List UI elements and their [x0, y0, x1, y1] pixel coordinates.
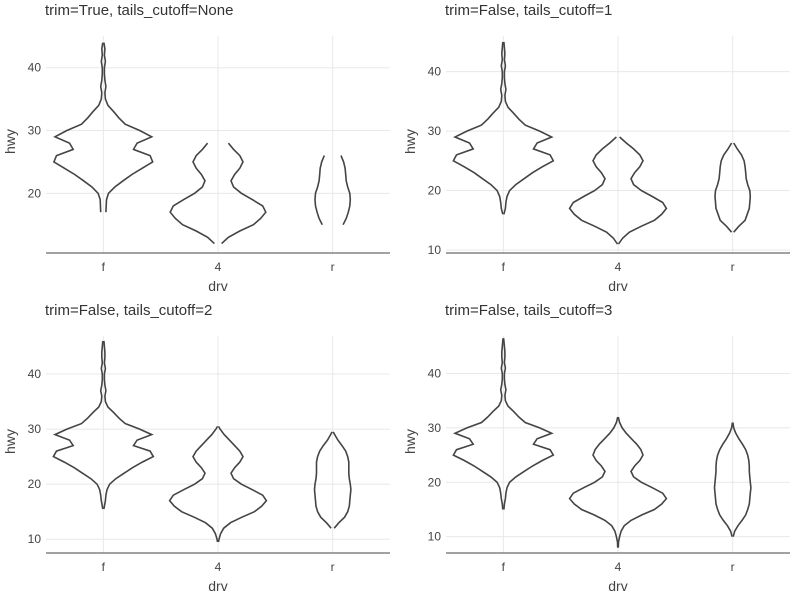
y-axis-label: hwy — [402, 129, 418, 154]
violin-f-left — [452, 338, 504, 510]
violin-4-left — [568, 416, 619, 548]
y-tick-label: 20 — [428, 475, 442, 489]
x-tick-label: r — [731, 560, 735, 574]
y-tick-label: 40 — [28, 61, 42, 75]
y-tick-label: 20 — [28, 186, 42, 200]
violin-r-left — [314, 155, 326, 226]
violin-plot-2: 10 20 30 40 f 4 r drv hwy — [402, 36, 790, 294]
violin-panel-3: trim=False, tails_cutoff=2 10 20 30 40 f 4 r dr… — [0, 300, 400, 600]
x-tick-label: 4 — [615, 560, 622, 574]
panel-title: trim=False, tails_cutoff=1 — [445, 2, 613, 19]
violin-f-right — [103, 340, 155, 510]
panel-title: trim=False, tails_cutoff=3 — [445, 302, 613, 319]
panel-title: trim=False, tails_cutoff=2 — [45, 302, 213, 319]
violin-f-left — [52, 42, 104, 213]
violin-4-right — [221, 142, 267, 245]
violin-plot-1: 20 30 40 f 4 r drv hwy — [2, 36, 390, 294]
violin-r-right — [332, 431, 352, 529]
x-tick-label: r — [731, 260, 735, 274]
y-tick-label: 20 — [428, 184, 442, 198]
violin-4-left — [168, 425, 219, 543]
x-tick-label: f — [102, 560, 106, 574]
x-tick-label: 4 — [215, 260, 222, 274]
violin-f-right — [503, 41, 555, 215]
x-axis-label: drv — [208, 578, 227, 594]
y-tick-label: 30 — [428, 124, 442, 138]
x-axis-label: drv — [608, 578, 627, 594]
x-tick-label: r — [331, 260, 335, 274]
violin-f-right — [103, 42, 154, 213]
violin-r-left — [713, 422, 734, 537]
y-tick-label: 10 — [428, 243, 442, 257]
violin-panel-1: trim=True, tails_cutoff=None 20 30 40 f 4 r dr… — [0, 0, 400, 300]
x-axis-label: drv — [208, 278, 227, 294]
y-tick-label: 10 — [428, 530, 442, 544]
x-tick-label: f — [502, 560, 506, 574]
y-tick-label: 30 — [28, 124, 42, 138]
y-axis-label: hwy — [2, 429, 18, 454]
violin-4-right — [617, 416, 668, 548]
y-tick-label: 40 — [428, 65, 442, 79]
violin-plot-4: 10 20 30 40 f 4 r drv hwy — [402, 336, 790, 594]
violin-4-right — [617, 136, 668, 245]
y-tick-label: 10 — [28, 532, 42, 546]
violin-panel-4: trim=False, tails_cutoff=3 10 20 30 40 f 4 r dr… — [400, 300, 800, 600]
x-tick-label: r — [331, 560, 335, 574]
violin-panel-2: trim=False, tails_cutoff=1 10 20 30 40 f 4 r dr… — [400, 0, 800, 300]
y-tick-label: 40 — [28, 367, 42, 381]
y-axis-label: hwy — [2, 129, 18, 154]
violin-r-left — [714, 142, 733, 233]
panel-title: trim=True, tails_cutoff=None — [45, 2, 234, 19]
x-axis-label: drv — [608, 278, 627, 294]
x-tick-label: 4 — [615, 260, 622, 274]
violin-4-right — [217, 425, 268, 543]
violin-r-right — [732, 422, 752, 537]
violin-4-left — [568, 136, 619, 245]
violin-plot-3: 10 20 30 40 f 4 r drv hwy — [2, 336, 390, 594]
violin-f-left — [452, 41, 504, 215]
y-tick-label: 20 — [28, 477, 42, 491]
y-tick-label: 30 — [428, 421, 442, 435]
violin-f-left — [52, 340, 104, 510]
x-tick-label: 4 — [215, 560, 222, 574]
x-tick-label: f — [102, 260, 106, 274]
violin-4-left — [169, 142, 215, 245]
x-tick-label: f — [502, 260, 506, 274]
y-axis-label: hwy — [402, 429, 418, 454]
violin-r-left — [313, 431, 333, 529]
violin-r-right — [733, 142, 752, 233]
violin-f-right — [502, 338, 555, 510]
violin-r-right — [340, 155, 352, 226]
y-tick-label: 40 — [428, 367, 442, 381]
y-tick-label: 30 — [28, 422, 42, 436]
